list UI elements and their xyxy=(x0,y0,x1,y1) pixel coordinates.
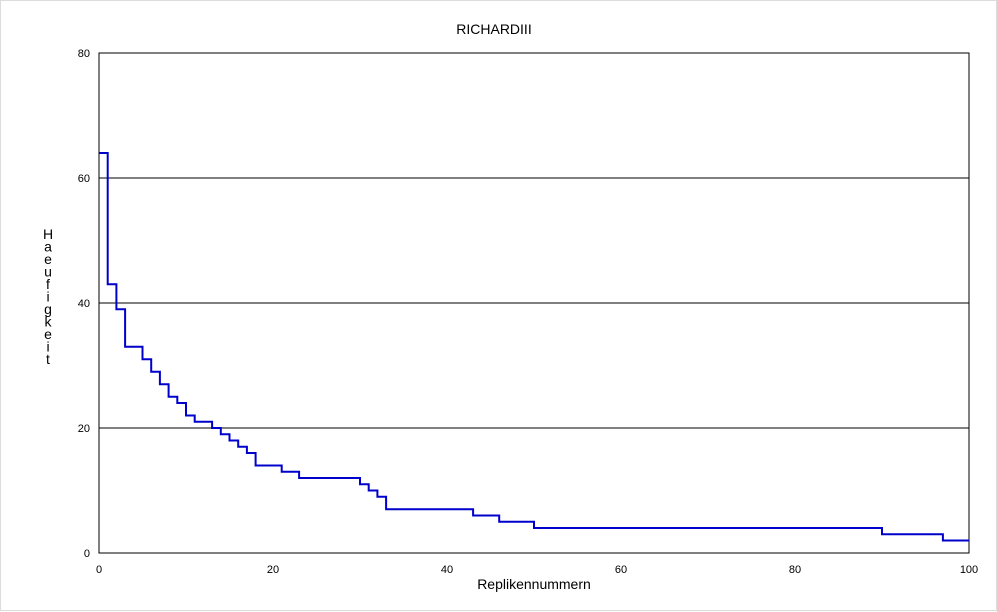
y-tick-label: 80 xyxy=(78,48,90,60)
x-tick-label: 0 xyxy=(96,564,102,576)
x-axis-label: Replikennummern xyxy=(477,576,591,592)
y-tick-label: 0 xyxy=(84,548,90,560)
x-tick-label: 60 xyxy=(615,564,627,576)
y-tick-label: 40 xyxy=(78,298,90,310)
x-tick-label: 80 xyxy=(789,564,801,576)
series-group xyxy=(99,153,969,541)
y-tick-labels: 0 20 40 60 80 xyxy=(78,48,90,560)
y-tick-label: 60 xyxy=(78,173,90,185)
grid-lines xyxy=(99,178,969,428)
chart-title: RICHARDIII xyxy=(456,21,531,37)
x-tick-labels: 0 20 40 60 80 100 xyxy=(96,564,978,576)
y-tick-label: 20 xyxy=(78,423,90,435)
x-tick-label: 40 xyxy=(441,564,453,576)
y-axis-label-char: t xyxy=(46,351,50,367)
x-tick-label: 20 xyxy=(267,564,279,576)
series-line xyxy=(99,153,969,541)
x-tick-label: 100 xyxy=(960,564,978,576)
